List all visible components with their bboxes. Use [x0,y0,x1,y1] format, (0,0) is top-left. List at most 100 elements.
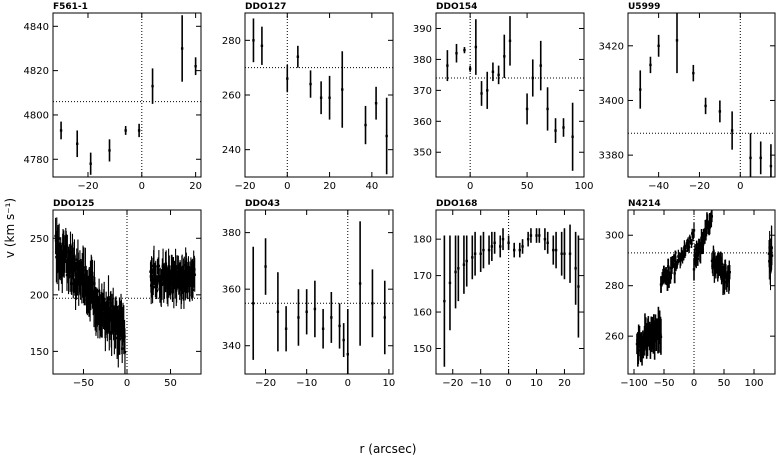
data-point [568,252,572,255]
x-tick-label: 0 [505,378,511,389]
data-point [455,52,458,55]
x-tick-label: 0 [467,181,473,192]
data-point [686,244,689,247]
data-point [284,327,288,330]
data-point [328,96,331,99]
x-tick-label: −20 [234,181,255,192]
data-point [684,249,687,253]
data-point [65,244,68,248]
data-point [521,245,524,248]
data-point [718,110,722,113]
x-tick-label: 0 [139,181,145,192]
data-point [385,134,388,138]
data-point [637,349,640,352]
x-tick-label: −20 [442,378,463,389]
data-point [313,307,317,311]
y-tick-label: 180 [413,235,432,246]
data-point [769,164,773,168]
panel: DDO125 −50 0 50 150 200 250 [30,199,202,389]
data-point [151,287,154,291]
data-point [454,270,457,274]
data-point [457,267,460,270]
plot-frame [435,12,585,178]
data-point [719,264,723,267]
data-point [717,261,720,265]
data-point [646,343,649,346]
data-point [554,248,558,252]
data-point [123,350,127,354]
y-tick-label: 280 [222,36,241,47]
data-point [57,237,61,240]
y-tick-label: 360 [222,285,241,296]
data-point [57,265,60,268]
data-point [330,316,333,319]
y-tick-label: 4780 [24,155,49,166]
data-point [462,263,466,266]
data-point [697,248,700,252]
data-point [159,276,162,279]
y-tick-label: 350 [413,148,432,159]
data-point [479,252,482,255]
x-tick-label: 100 [744,378,763,389]
data-point [166,286,170,290]
data-point [297,316,300,319]
data-point [653,340,656,343]
data-point [692,229,696,232]
x-tick-label: 0 [345,378,351,389]
data-point [155,282,159,286]
data-point [61,270,64,273]
data-point [688,236,691,239]
data-point [526,237,530,241]
y-tick-label: 200 [30,290,49,301]
data-point [108,316,112,320]
data-point [672,262,675,266]
data-point [180,47,184,50]
data-point [190,282,193,285]
y-tick-label: 3400 [599,96,624,107]
x-tick-label: −50 [73,378,94,389]
data-point [108,328,111,332]
data-point [102,297,106,301]
data-point [56,247,60,250]
data-point [749,156,752,160]
data-point [137,129,141,132]
data-point [184,264,187,267]
y-tick-label: 280 [605,281,624,292]
x-tick-label: −40 [648,181,669,192]
x-tick-label: −20 [689,181,710,192]
data-point [653,329,657,332]
data-point [508,39,512,43]
data-point [194,64,197,68]
panel: DDO154 0 50 100 350 360 370 380 390 [413,2,594,192]
x-tick-label: 20 [189,181,202,192]
data-point [657,44,660,47]
data-point [675,39,679,42]
data-point [486,89,489,92]
data-point [152,264,156,267]
data-point [73,254,76,257]
data-point [374,102,378,105]
data-point [720,262,724,266]
panel-title: DDO168 [436,199,477,209]
x-tick-label: 20 [323,181,336,192]
plot-frame [627,12,776,178]
y-tick-label: 150 [413,344,432,355]
panel: F561-1 −20 0 20 4780 4800 4820 4840 [24,2,202,192]
data-point [101,308,105,311]
panel-title: U5999 [628,2,660,12]
data-point [560,252,563,255]
y-tick-label: 4840 [24,22,49,33]
data-point [89,162,92,165]
panel: N4214 −100 −50 0 50 100 260 280 300 [605,199,776,389]
data-point [88,299,92,303]
data-point [770,254,774,257]
data-point [319,96,323,99]
x-tick-label: −20 [255,378,276,389]
data-point [655,337,658,340]
y-tick-label: 380 [222,228,241,239]
data-point [692,71,695,75]
data-point [465,259,468,263]
data-point [683,253,687,257]
data-point [118,315,121,319]
data-point [692,268,696,271]
